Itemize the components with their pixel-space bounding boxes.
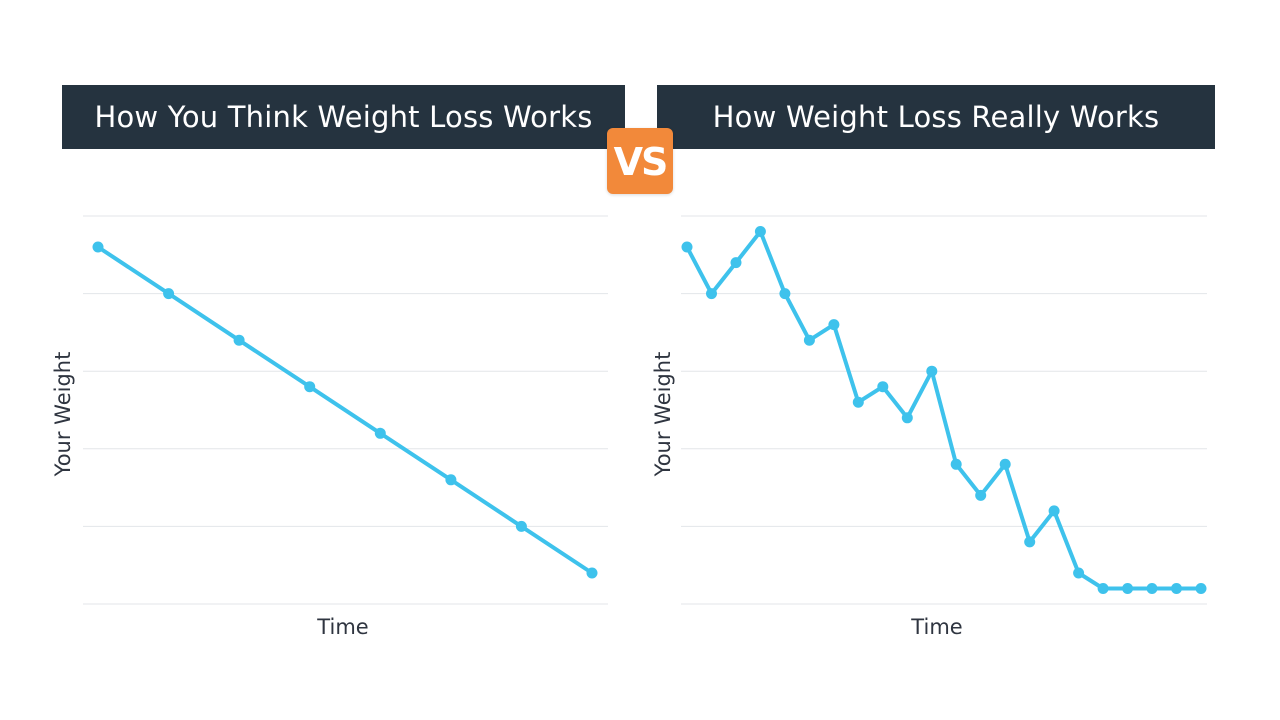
vs-label: VS: [614, 140, 667, 184]
data-point: [950, 458, 962, 470]
right-chart-title: How Weight Loss Really Works: [657, 85, 1215, 149]
data-point: [374, 427, 386, 439]
data-point: [803, 334, 815, 346]
data-point: [926, 365, 938, 377]
data-point: [1097, 583, 1109, 594]
data-point: [1048, 505, 1060, 517]
data-point: [828, 319, 840, 331]
data-point: [304, 381, 316, 393]
data-point: [1073, 567, 1085, 579]
chart-right: Time Your Weight: [651, 215, 1207, 639]
data-point: [1122, 583, 1134, 594]
vs-badge: VS: [607, 128, 673, 194]
data-point: [233, 334, 245, 346]
data-point: [163, 288, 175, 300]
x-axis-label: Time: [316, 615, 368, 639]
data-point: [1195, 583, 1207, 594]
series-line: [96, 245, 594, 575]
series-line: [685, 229, 1203, 591]
y-axis-label: Your Weight: [51, 352, 75, 478]
data-point: [586, 567, 598, 579]
data-point: [1146, 583, 1158, 594]
left-chart-title: How You Think Weight Loss Works: [62, 85, 625, 149]
data-point: [445, 474, 457, 486]
data-point: [706, 288, 717, 300]
data-point: [730, 257, 742, 269]
y-axis-label: Your Weight: [651, 352, 675, 478]
data-point: [975, 489, 987, 501]
chart-left: Time Your Weight: [51, 215, 608, 639]
data-point: [901, 412, 913, 424]
data-point: [877, 381, 889, 393]
data-point: [779, 288, 791, 300]
x-axis-label: Time: [910, 615, 962, 639]
data-point: [681, 241, 693, 253]
data-point: [999, 458, 1011, 470]
data-point: [1171, 583, 1182, 594]
data-point: [515, 520, 527, 532]
data-point: [1024, 536, 1036, 548]
data-point: [852, 396, 864, 408]
data-point: [92, 241, 104, 253]
data-point: [754, 226, 766, 237]
